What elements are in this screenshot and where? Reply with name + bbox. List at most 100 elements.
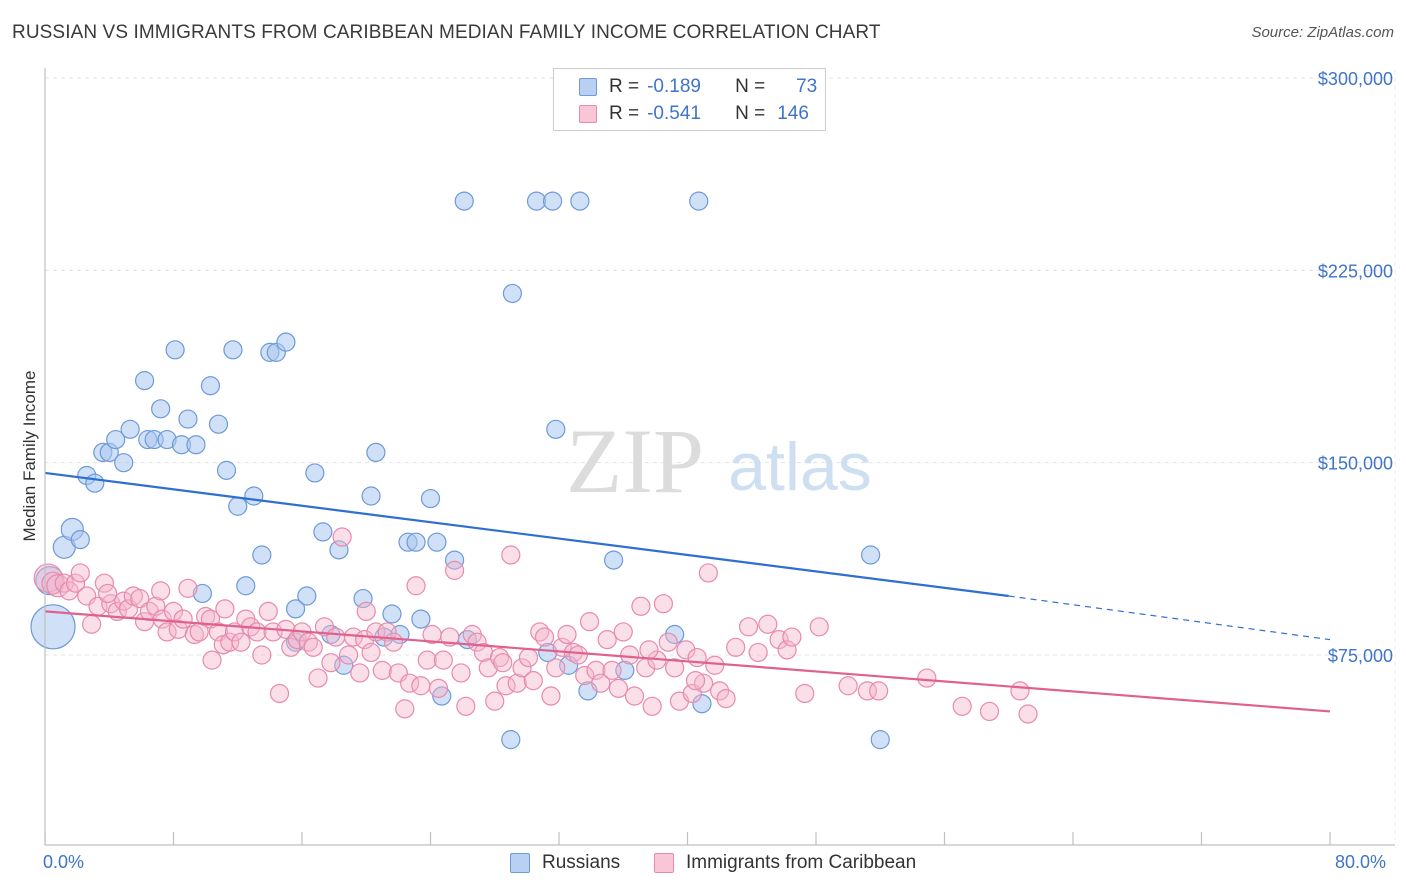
point-russians — [30, 604, 76, 650]
point-caribbean — [281, 637, 301, 657]
point-caribbean — [411, 676, 431, 696]
legend-n-label: N = — [735, 76, 766, 97]
point-caribbean — [303, 637, 323, 657]
point-russians — [313, 522, 333, 542]
point-russians — [178, 409, 198, 429]
point-caribbean — [698, 563, 718, 583]
series-swatch-pink — [654, 853, 674, 873]
point-caribbean — [642, 696, 662, 716]
point-caribbean — [338, 645, 359, 665]
point-russians — [297, 586, 317, 606]
point-caribbean — [321, 653, 341, 673]
points-layer — [30, 191, 1038, 750]
point-russians — [526, 191, 547, 211]
point-caribbean — [546, 658, 566, 678]
point-caribbean — [485, 691, 505, 711]
point-russians — [501, 730, 521, 750]
point-caribbean — [493, 653, 513, 673]
axis-layer: $75,000 $150,000 $225,000 $300,000 — [44, 68, 1395, 846]
point-caribbean — [157, 622, 177, 642]
point-caribbean — [809, 617, 829, 637]
point-caribbean — [59, 581, 79, 601]
point-caribbean — [81, 614, 102, 634]
point-caribbean — [518, 647, 539, 668]
point-caribbean — [838, 676, 858, 696]
point-caribbean — [361, 642, 381, 663]
point-caribbean — [98, 583, 118, 604]
point-russians — [165, 340, 185, 360]
series-legend: Russians Immigrants from Caribbean — [0, 852, 1406, 878]
point-caribbean — [597, 630, 617, 650]
point-russians — [70, 529, 90, 550]
point-russians — [689, 191, 709, 211]
point-caribbean — [308, 668, 328, 688]
series-legend-russians: Russians — [510, 852, 620, 874]
point-caribbean — [523, 671, 543, 691]
y-tick-label: $225,000 — [1318, 261, 1393, 281]
point-russians — [114, 453, 134, 473]
point-caribbean — [202, 650, 222, 670]
point-russians — [406, 532, 426, 552]
point-caribbean — [758, 614, 778, 634]
point-russians — [106, 429, 126, 450]
point-caribbean — [631, 596, 651, 616]
series-legend-label: Immigrants from Caribbean — [686, 852, 917, 873]
point-caribbean — [726, 637, 746, 657]
point-russians — [252, 545, 272, 565]
point-caribbean — [467, 632, 487, 652]
point-caribbean — [685, 671, 706, 691]
point-caribbean — [541, 686, 561, 706]
trend-line-russians — [44, 471, 1009, 598]
point-caribbean — [620, 645, 640, 665]
legend-r-label: R = — [609, 103, 640, 124]
point-russians — [120, 419, 140, 439]
point-caribbean — [602, 660, 622, 680]
point-caribbean — [653, 594, 674, 614]
point-caribbean — [258, 601, 278, 622]
legend-n-value: 73 — [796, 76, 818, 97]
point-russians — [444, 550, 465, 570]
point-russians — [427, 532, 447, 552]
point-caribbean — [94, 573, 115, 593]
point-russians — [361, 486, 381, 506]
point-caribbean — [795, 683, 815, 704]
point-caribbean — [534, 627, 555, 647]
point-caribbean — [269, 683, 290, 704]
point-caribbean — [406, 576, 426, 596]
source-label: Source: ZipAtlas.com — [1251, 24, 1394, 41]
point-caribbean — [557, 624, 577, 645]
point-russians — [85, 473, 105, 493]
point-russians — [538, 642, 558, 663]
point-caribbean — [639, 640, 659, 660]
chart-title: RUSSIAN VS IMMIGRANTS FROM CARIBBEAN MED… — [12, 22, 881, 43]
point-caribbean — [377, 622, 397, 642]
point-russians — [236, 576, 256, 596]
x-tick-label-min: 0.0% — [43, 852, 85, 872]
legend-r-label: R = — [609, 76, 640, 97]
y-tick-label: $300,000 — [1318, 69, 1393, 89]
legend-r-value: -0.541 — [647, 103, 701, 124]
point-caribbean — [665, 658, 685, 678]
point-caribbean — [173, 609, 193, 629]
point-caribbean — [869, 681, 889, 701]
point-caribbean — [979, 701, 1000, 722]
point-caribbean — [586, 660, 606, 680]
point-caribbean — [705, 655, 725, 675]
grid-layer — [45, 70, 1396, 840]
point-caribbean — [613, 622, 633, 642]
y-tick-label: $75,000 — [1328, 646, 1393, 666]
correlation-legend: R = -0.189 N = 73 R = -0.541 N = 146 — [553, 68, 826, 131]
point-caribbean — [178, 578, 198, 598]
point-russians — [546, 419, 566, 439]
point-caribbean — [507, 673, 527, 693]
point-russians — [454, 191, 474, 211]
trend-layer — [44, 471, 1331, 713]
point-russians — [420, 488, 441, 509]
legend-r-value: -0.189 — [647, 76, 701, 97]
point-caribbean — [456, 696, 476, 716]
point-caribbean — [428, 678, 449, 698]
point-caribbean — [1010, 681, 1030, 701]
point-caribbean — [716, 688, 736, 709]
point-russians — [542, 191, 563, 211]
